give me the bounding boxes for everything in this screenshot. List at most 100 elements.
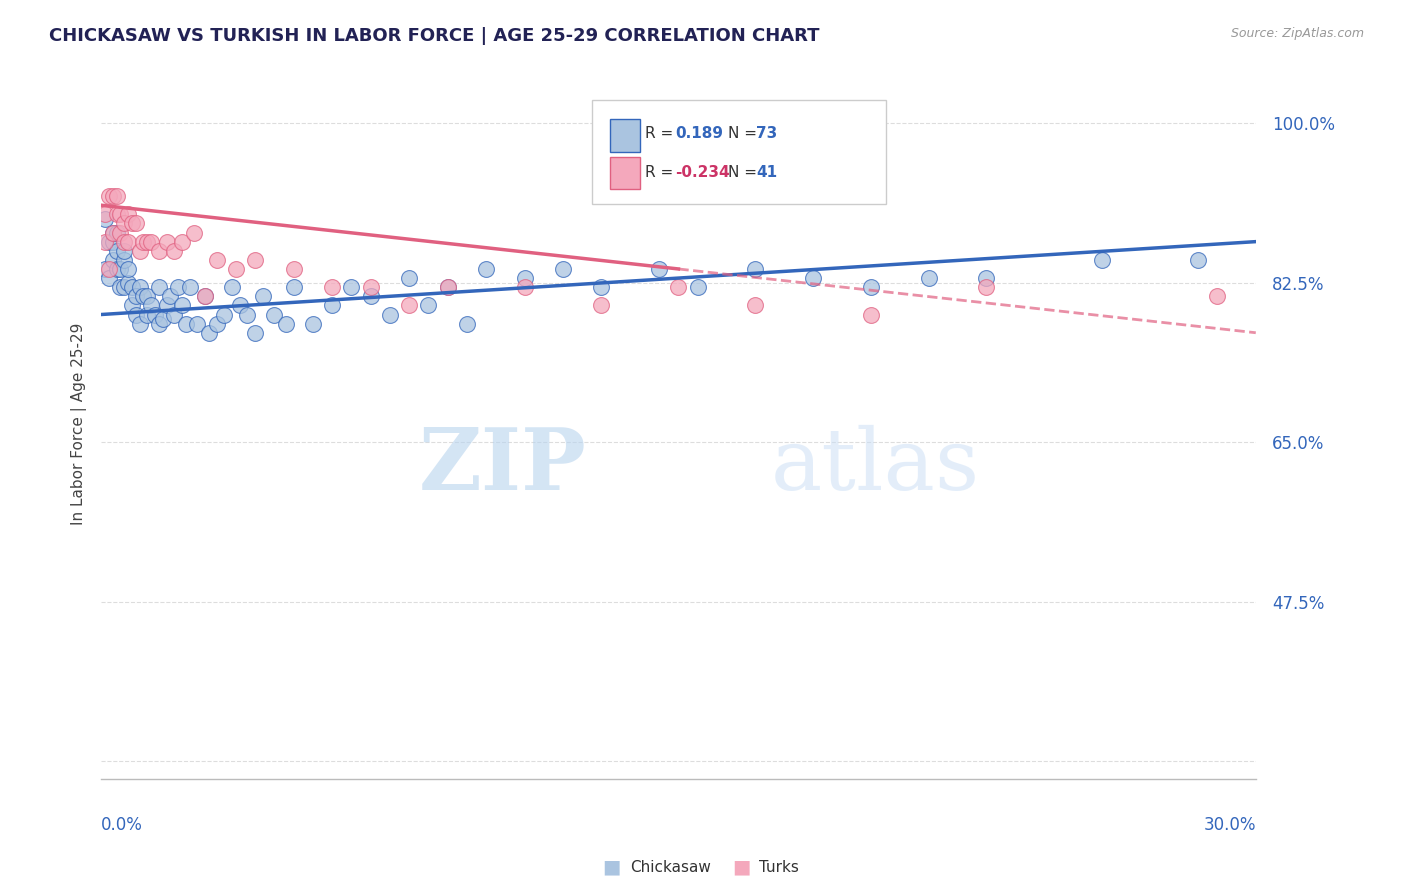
Point xyxy=(214,308,236,322)
Point xyxy=(170,298,193,312)
Point xyxy=(225,262,247,277)
Text: R =: R = xyxy=(645,165,678,180)
Point xyxy=(148,317,170,331)
Point xyxy=(186,317,208,331)
Point xyxy=(136,235,159,249)
Point xyxy=(163,244,186,258)
FancyBboxPatch shape xyxy=(592,101,886,203)
Text: N =: N = xyxy=(728,165,762,180)
Point xyxy=(132,235,155,249)
Point xyxy=(97,189,120,203)
Point xyxy=(125,308,148,322)
Point xyxy=(97,262,120,277)
Point xyxy=(125,216,148,230)
Point xyxy=(252,289,274,303)
Point xyxy=(917,271,939,285)
Point xyxy=(110,226,132,240)
Point xyxy=(360,289,382,303)
Point xyxy=(456,317,478,331)
Text: 0.0%: 0.0% xyxy=(101,815,143,834)
Point xyxy=(101,226,124,240)
Point xyxy=(513,280,536,294)
Point xyxy=(283,280,305,294)
Point xyxy=(321,280,343,294)
Point xyxy=(170,235,193,249)
Point xyxy=(801,271,824,285)
Point xyxy=(141,298,163,312)
Point xyxy=(105,207,128,221)
Point xyxy=(97,271,120,285)
Text: 0.189: 0.189 xyxy=(675,127,723,142)
Point xyxy=(194,289,217,303)
Point xyxy=(360,280,382,294)
Point xyxy=(101,189,124,203)
Point xyxy=(112,252,135,267)
Point xyxy=(475,262,498,277)
Point xyxy=(686,280,709,294)
Point xyxy=(136,289,159,303)
Point xyxy=(110,280,132,294)
Point xyxy=(143,308,166,322)
Point xyxy=(152,312,174,326)
Point xyxy=(105,244,128,258)
Point xyxy=(105,262,128,277)
Point xyxy=(117,262,139,277)
Point xyxy=(321,298,343,312)
Point xyxy=(94,262,117,277)
Point xyxy=(117,276,139,290)
Text: ■: ■ xyxy=(731,857,751,877)
Point xyxy=(398,271,420,285)
Point xyxy=(976,271,998,285)
Point xyxy=(110,262,132,277)
Point xyxy=(97,235,120,249)
Point xyxy=(398,298,420,312)
Point xyxy=(136,308,159,322)
Text: 41: 41 xyxy=(756,165,778,180)
Point xyxy=(228,298,250,312)
Text: R =: R = xyxy=(645,127,678,142)
Point xyxy=(591,298,613,312)
Point xyxy=(112,280,135,294)
Point xyxy=(859,280,882,294)
Point xyxy=(274,317,297,331)
Point xyxy=(159,289,181,303)
Point xyxy=(117,207,139,221)
Point xyxy=(551,262,574,277)
Point xyxy=(198,326,221,340)
Text: 30.0%: 30.0% xyxy=(1204,815,1256,834)
Point xyxy=(205,317,228,331)
Point xyxy=(125,289,148,303)
Point xyxy=(976,280,998,294)
Point xyxy=(105,226,128,240)
Point xyxy=(101,226,124,240)
Point xyxy=(121,216,143,230)
Point xyxy=(668,280,690,294)
Point xyxy=(105,189,128,203)
Text: Chickasaw: Chickasaw xyxy=(630,860,711,874)
Point xyxy=(263,308,285,322)
Point xyxy=(132,289,155,303)
Point xyxy=(110,207,132,221)
Point xyxy=(155,235,177,249)
Point xyxy=(243,252,266,267)
Point xyxy=(174,317,197,331)
Point xyxy=(1187,252,1209,267)
Point xyxy=(194,289,217,303)
Point xyxy=(121,280,143,294)
Point xyxy=(141,235,163,249)
Point xyxy=(418,298,440,312)
Point xyxy=(128,244,150,258)
Point xyxy=(1206,289,1229,303)
Text: CHICKASAW VS TURKISH IN LABOR FORCE | AGE 25-29 CORRELATION CHART: CHICKASAW VS TURKISH IN LABOR FORCE | AG… xyxy=(49,27,820,45)
Point xyxy=(128,317,150,331)
Point xyxy=(243,326,266,340)
Point xyxy=(112,216,135,230)
Point xyxy=(340,280,363,294)
Point xyxy=(148,244,170,258)
Text: Turks: Turks xyxy=(759,860,799,874)
Point xyxy=(167,280,190,294)
Point xyxy=(859,308,882,322)
Text: N =: N = xyxy=(728,127,762,142)
Point xyxy=(513,271,536,285)
Point xyxy=(378,308,401,322)
